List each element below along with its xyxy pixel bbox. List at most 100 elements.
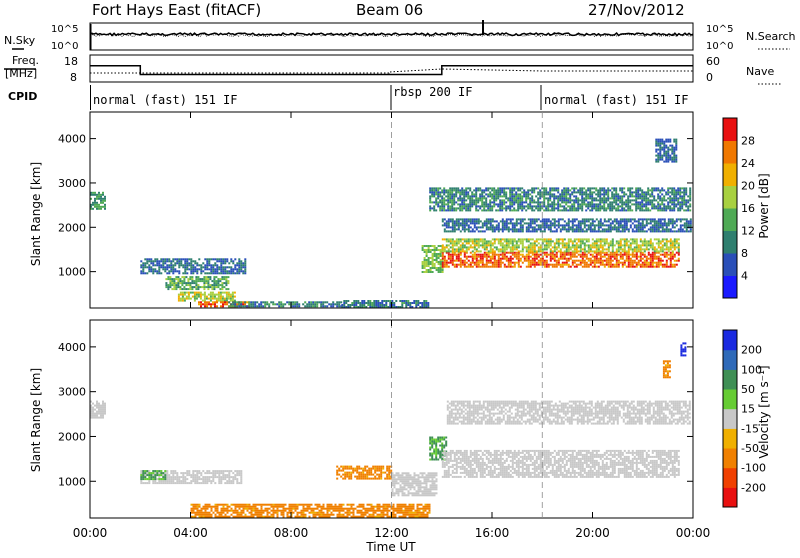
heatmap-cell <box>641 197 643 199</box>
heatmap-cell <box>567 209 569 211</box>
heatmap-cell <box>326 301 328 303</box>
heatmap-cell <box>490 248 492 250</box>
heatmap-cell <box>424 249 426 251</box>
heatmap-cell <box>490 258 492 260</box>
heatmap-cell <box>236 472 238 474</box>
heatmap-cell <box>217 516 219 518</box>
heatmap-cell <box>228 266 230 268</box>
heatmap-cell <box>253 514 255 516</box>
heatmap-cell <box>257 514 259 516</box>
heatmap-cell <box>520 266 522 268</box>
heatmap-cell <box>494 228 496 230</box>
heatmap-cell <box>207 284 209 286</box>
heatmap-cell <box>186 264 188 266</box>
heatmap-cell <box>469 189 471 191</box>
heatmap-cell <box>438 267 440 269</box>
heatmap-cell <box>445 199 447 201</box>
heatmap-cell <box>367 300 369 302</box>
heatmap-cell <box>463 203 465 205</box>
heatmap-cell <box>166 272 168 274</box>
heatmap-cell <box>491 187 493 189</box>
heatmap-cell <box>186 474 188 476</box>
heatmap-cell <box>496 226 498 228</box>
heatmap-cell <box>568 266 570 268</box>
heatmap-cell <box>665 157 667 159</box>
heatmap-cell <box>538 242 540 244</box>
heatmap-cell <box>679 195 681 197</box>
heatmap-cell <box>545 193 547 195</box>
heatmap-cell <box>462 250 464 252</box>
heatmap-cell <box>94 206 96 208</box>
heatmap-cell <box>198 264 200 266</box>
heatmap-cell <box>228 474 230 476</box>
heatmap-cell <box>486 246 488 248</box>
heatmap-cell <box>204 294 206 296</box>
heatmap-cell <box>242 270 244 272</box>
heatmap-cell <box>559 197 561 199</box>
heatmap-cell <box>644 240 646 242</box>
heatmap-cell <box>98 208 100 210</box>
heatmap-cell <box>666 222 668 224</box>
heatmap-cell <box>498 222 500 224</box>
heatmap-cell <box>573 209 575 211</box>
heatmap-cell <box>176 262 178 264</box>
heatmap-cell <box>207 512 209 514</box>
heatmap-cell <box>643 191 645 193</box>
heatmap-cell <box>601 197 603 199</box>
heatmap-cell <box>560 224 562 226</box>
heatmap-cell <box>600 224 602 226</box>
heatmap-cell <box>98 413 100 415</box>
heatmap-cell <box>550 240 552 242</box>
heatmap-cell <box>216 472 218 474</box>
heatmap-cell <box>437 193 439 195</box>
heatmap-cell <box>498 256 500 258</box>
heatmap-cell <box>267 514 269 516</box>
heatmap-cell <box>180 294 182 296</box>
heatmap-cell <box>215 504 217 506</box>
heatmap-cell <box>655 145 657 147</box>
heatmap-cell <box>604 230 606 232</box>
heatmap-cell <box>660 224 662 226</box>
heatmap-cell <box>146 260 148 262</box>
heatmap-cell <box>466 228 468 230</box>
heatmap-cell <box>650 254 652 256</box>
heatmap-cell <box>502 248 504 250</box>
heatmap-cell <box>629 193 631 195</box>
heatmap-cell <box>194 292 196 294</box>
heatmap-cell <box>499 187 501 189</box>
heatmap-cell <box>447 203 449 205</box>
heatmap-cell <box>190 264 192 266</box>
heatmap-cell <box>585 193 587 195</box>
heatmap-cell <box>484 246 486 248</box>
heatmap-cell <box>572 254 574 256</box>
heatmap-cell <box>203 284 205 286</box>
heatmap-cell <box>482 266 484 268</box>
heatmap-cell <box>472 256 474 258</box>
heatmap-cell <box>645 207 647 209</box>
heatmap-cell <box>640 250 642 252</box>
heatmap-cell <box>608 220 610 222</box>
heatmap-cell <box>468 248 470 250</box>
heatmap-cell <box>621 199 623 201</box>
heatmap-cell <box>427 304 429 306</box>
heatmap-cell <box>172 266 174 268</box>
heatmap-cell <box>218 272 220 274</box>
heatmap-cell <box>172 482 174 484</box>
heatmap-cell <box>475 195 477 197</box>
heatmap-cell <box>197 276 199 278</box>
heatmap-cell <box>144 264 146 266</box>
heatmap-cell <box>658 228 660 230</box>
heatmap-cell <box>353 300 355 302</box>
heatmap-cell <box>246 301 248 303</box>
heatmap-cell <box>474 246 476 248</box>
heatmap-cell <box>174 478 176 480</box>
heatmap-cell <box>441 197 443 199</box>
heatmap-cell <box>442 271 444 273</box>
heatmap-cell <box>184 262 186 264</box>
heatmap-cell <box>94 198 96 200</box>
heatmap-cell <box>662 226 664 228</box>
heatmap-cell <box>446 246 448 248</box>
heatmap-cell <box>625 205 627 207</box>
heatmap-cell <box>590 248 592 250</box>
heatmap-cell <box>220 478 222 480</box>
